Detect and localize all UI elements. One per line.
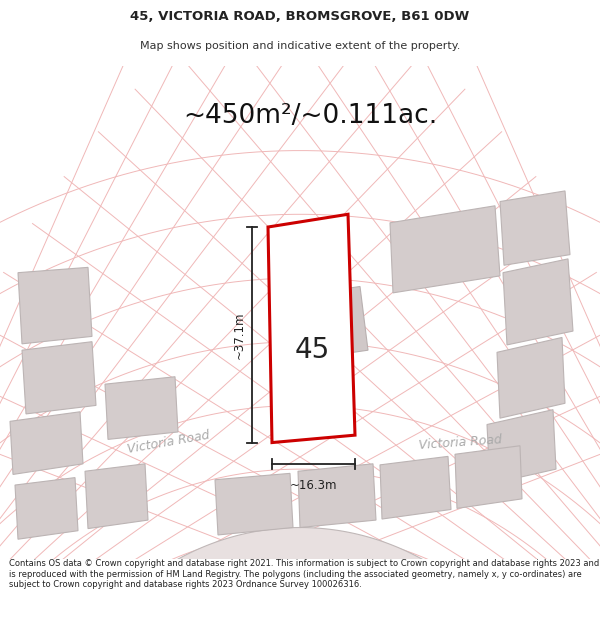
Text: ~37.1m: ~37.1m [233, 311, 245, 359]
Polygon shape [10, 412, 83, 474]
Polygon shape [380, 456, 451, 519]
Text: 45: 45 [295, 336, 329, 364]
Polygon shape [60, 528, 540, 625]
Polygon shape [500, 191, 570, 265]
Text: Contains OS data © Crown copyright and database right 2021. This information is : Contains OS data © Crown copyright and d… [9, 559, 599, 589]
Polygon shape [15, 478, 78, 539]
Polygon shape [275, 286, 368, 363]
Polygon shape [298, 464, 376, 528]
Polygon shape [85, 464, 148, 529]
Polygon shape [390, 206, 500, 293]
Polygon shape [18, 268, 92, 344]
Polygon shape [22, 342, 96, 414]
Polygon shape [268, 214, 355, 442]
Text: 45, VICTORIA ROAD, BROMSGROVE, B61 0DW: 45, VICTORIA ROAD, BROMSGROVE, B61 0DW [130, 10, 470, 23]
Text: Victoria Road: Victoria Road [126, 429, 210, 456]
Polygon shape [497, 338, 565, 418]
Text: ~16.3m: ~16.3m [290, 479, 337, 492]
Text: Victoria Road: Victoria Road [418, 433, 502, 452]
Text: ~450m²/~0.111ac.: ~450m²/~0.111ac. [183, 102, 437, 129]
Polygon shape [487, 409, 556, 484]
Polygon shape [503, 259, 573, 345]
Polygon shape [105, 377, 178, 439]
Polygon shape [215, 473, 293, 535]
Text: Map shows position and indicative extent of the property.: Map shows position and indicative extent… [140, 41, 460, 51]
Polygon shape [455, 446, 522, 508]
